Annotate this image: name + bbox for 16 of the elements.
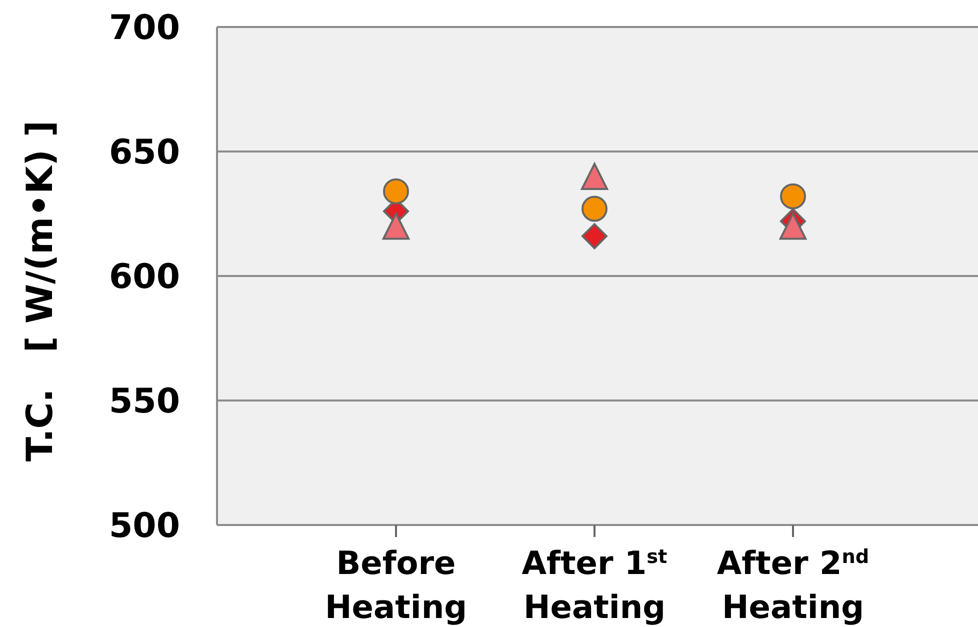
x-tick-label: After 2$^{nd}$ Heating	[716, 544, 870, 626]
y-axis-title: T.C. [ W/(m•K) ]	[20, 120, 61, 462]
point	[383, 178, 409, 204]
point	[382, 212, 410, 240]
y-tick-label: 600	[109, 256, 180, 297]
y-tick-label: 650	[109, 132, 180, 172]
y-tick-label: 500	[109, 506, 180, 546]
point	[580, 162, 608, 190]
point	[780, 183, 806, 210]
point	[779, 212, 807, 240]
y-tick-label: 550	[109, 381, 180, 422]
point	[582, 223, 608, 250]
x-tick-label: Before Heating	[324, 544, 468, 626]
point	[582, 196, 608, 222]
y-tick-label: 700	[109, 8, 180, 48]
x-tick-label: After 1$^{st}$ Heating	[522, 544, 668, 626]
